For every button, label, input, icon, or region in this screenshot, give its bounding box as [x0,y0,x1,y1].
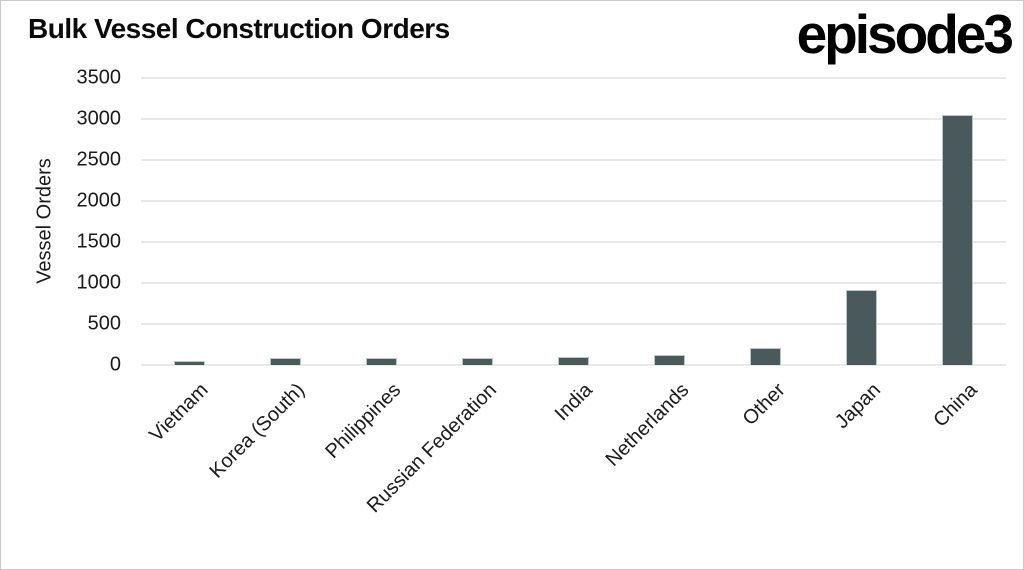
x-tick-label: Korea (South) [205,379,309,483]
y-tick-label: 2500 [76,148,122,171]
gridline [141,77,1006,79]
chart-title: Bulk Vessel Construction Orders [28,13,450,44]
gridline [141,159,1006,161]
gridline [141,364,1006,366]
plot-area [141,77,1006,366]
bar-philippines [365,358,397,365]
y-tick-label: 2000 [76,189,122,212]
episode3-logo: episode3 [796,3,1014,65]
x-tick-label: China [928,379,982,432]
y-axis-label: Vessel Orders [33,158,56,284]
y-tick-label: 0 [109,353,121,376]
y-tick-label: 1500 [76,230,122,253]
gridline [141,118,1006,120]
gridline [141,323,1006,325]
bar-japan [846,290,878,365]
x-tick-label: Japan [831,379,886,434]
bar-india [558,356,589,365]
x-tick-label: India [550,379,598,426]
bar-vietnam [173,360,205,365]
gridline [141,282,1006,284]
y-tick-label: 3500 [76,66,122,89]
bar-russian-federation [461,358,493,365]
bar-korea-south [269,358,301,365]
x-tick-label: Other [738,379,790,430]
bar-netherlands [654,354,686,365]
x-tick-label: Vietnam [145,379,213,447]
y-tick-label: 500 [87,312,121,335]
y-tick-label: 3000 [76,107,122,130]
x-tick-label: Netherlands [601,379,694,471]
y-tick-label: 1000 [76,271,122,294]
bar-china [942,114,974,365]
bar-other [750,347,782,365]
gridline [141,241,1006,243]
x-tick-label: Philippines [320,379,405,463]
gridline [141,200,1006,202]
